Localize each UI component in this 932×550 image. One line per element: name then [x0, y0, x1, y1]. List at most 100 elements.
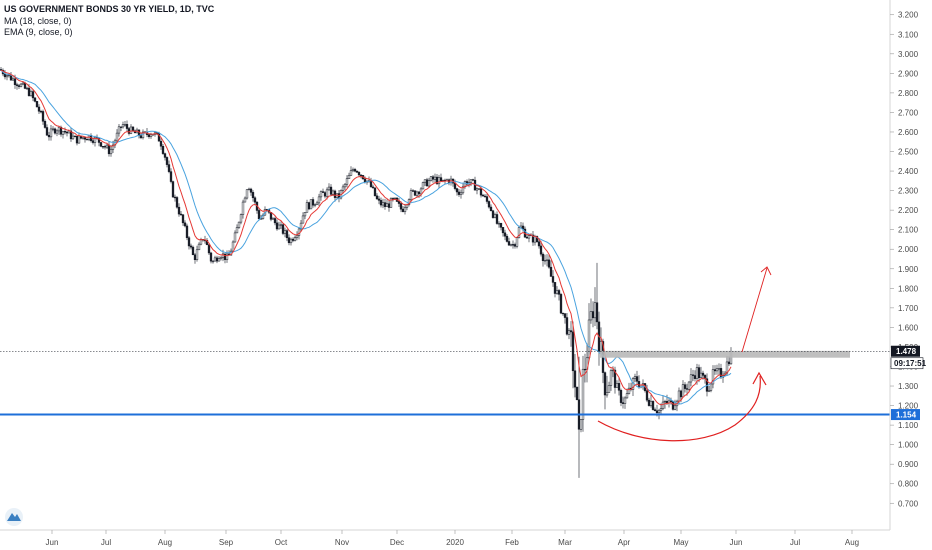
candle-body — [657, 410, 661, 414]
target-arrow-drawing[interactable] — [741, 267, 768, 353]
cup-arc-drawing[interactable] — [597, 375, 761, 442]
candle-body — [61, 131, 65, 135]
candle — [253, 196, 257, 206]
candle — [451, 178, 455, 187]
candle-body — [589, 311, 593, 321]
candle — [351, 167, 355, 173]
candle-body — [647, 399, 651, 406]
candle — [47, 131, 51, 141]
candle-body — [389, 198, 393, 208]
candle — [5, 74, 9, 81]
candle — [381, 198, 385, 209]
price-axis[interactable]: 3.200 3.100 3.000 2.900 2.800 2.700 2.600 2.500… — [889, 0, 919, 530]
candle — [43, 119, 47, 129]
candle — [589, 298, 593, 324]
y-tick-label: 2.600 — [898, 128, 919, 137]
ma-line — [0, 69, 732, 405]
candle — [55, 129, 59, 137]
candle-body — [377, 198, 381, 201]
candle-body — [605, 392, 609, 396]
candle-body — [69, 130, 73, 140]
candle — [565, 312, 569, 336]
candle — [481, 193, 485, 197]
candle-body — [583, 368, 587, 371]
candle-body — [661, 401, 665, 409]
countdown-label: 09:17:51 — [894, 359, 927, 368]
candle-body — [559, 294, 563, 314]
candle — [387, 200, 391, 212]
candle-body — [561, 312, 565, 315]
candle-body — [317, 196, 321, 204]
candle — [281, 223, 285, 236]
candle-body — [691, 374, 695, 376]
candle — [57, 126, 61, 136]
candle-body — [437, 177, 441, 185]
candle — [423, 179, 427, 187]
candle-body — [213, 257, 217, 262]
candle — [49, 124, 53, 141]
candle — [573, 354, 577, 398]
candle-body — [25, 87, 29, 90]
candle-body — [253, 197, 257, 203]
candle-body — [57, 126, 61, 132]
candle — [29, 89, 33, 97]
candle — [193, 253, 197, 264]
candle — [239, 213, 243, 225]
y-tick-label: 2.300 — [898, 187, 919, 196]
candle — [213, 255, 217, 262]
candle-body — [31, 91, 35, 99]
candle — [135, 127, 139, 134]
candle-body — [567, 330, 571, 335]
candle — [173, 194, 177, 202]
candle — [0, 67, 3, 71]
y-tick-label: 2.400 — [898, 167, 919, 176]
candle — [693, 370, 697, 382]
candle-body — [103, 146, 107, 148]
candle-body — [575, 386, 579, 401]
current-price-tag: 1.478 09:17:51 — [890, 345, 927, 370]
candle — [313, 203, 317, 208]
candle — [211, 260, 215, 264]
candle-body — [697, 367, 701, 379]
candle — [557, 288, 561, 301]
candle-body — [411, 190, 415, 192]
candle-body — [287, 237, 291, 244]
candle-body — [457, 191, 461, 195]
arc-arrow-head — [752, 371, 767, 386]
tradingview-cloud-icon[interactable] — [5, 508, 23, 526]
support-price-tag: 1.154 — [891, 409, 920, 421]
candle — [551, 270, 555, 287]
candle-body — [129, 126, 133, 134]
candle-body — [313, 204, 317, 206]
candle — [251, 190, 255, 202]
candle — [377, 195, 381, 205]
candle-body — [173, 196, 177, 199]
candle — [199, 237, 203, 246]
candle-body — [677, 390, 681, 402]
candle-body — [501, 227, 505, 234]
candle-body — [275, 222, 279, 230]
candle — [37, 104, 41, 115]
candle — [491, 209, 495, 219]
y-tick-label: 0.700 — [898, 499, 919, 508]
time-axis[interactable]: Jun Jul Aug Sep Oct Nov Dec 2020 Feb Mar Apr May Jun… — [0, 529, 890, 547]
candle — [471, 178, 475, 181]
candle-body — [391, 198, 395, 200]
candle-body — [211, 260, 215, 263]
candle-body — [305, 202, 309, 213]
candle-body — [307, 202, 311, 210]
candle — [371, 184, 375, 189]
candle-body — [433, 176, 437, 180]
candle — [45, 124, 49, 136]
candle — [171, 180, 175, 198]
candle — [483, 193, 487, 198]
candle — [299, 220, 303, 232]
resistance-zone[interactable] — [600, 350, 850, 358]
legend-title: US GOVERNMENT BONDS 30 YR YIELD, 1D, TVC — [4, 4, 215, 14]
candle — [569, 321, 573, 347]
candle-body — [659, 408, 663, 411]
candle-body — [635, 376, 639, 382]
candle — [341, 184, 345, 194]
candle — [255, 201, 259, 214]
